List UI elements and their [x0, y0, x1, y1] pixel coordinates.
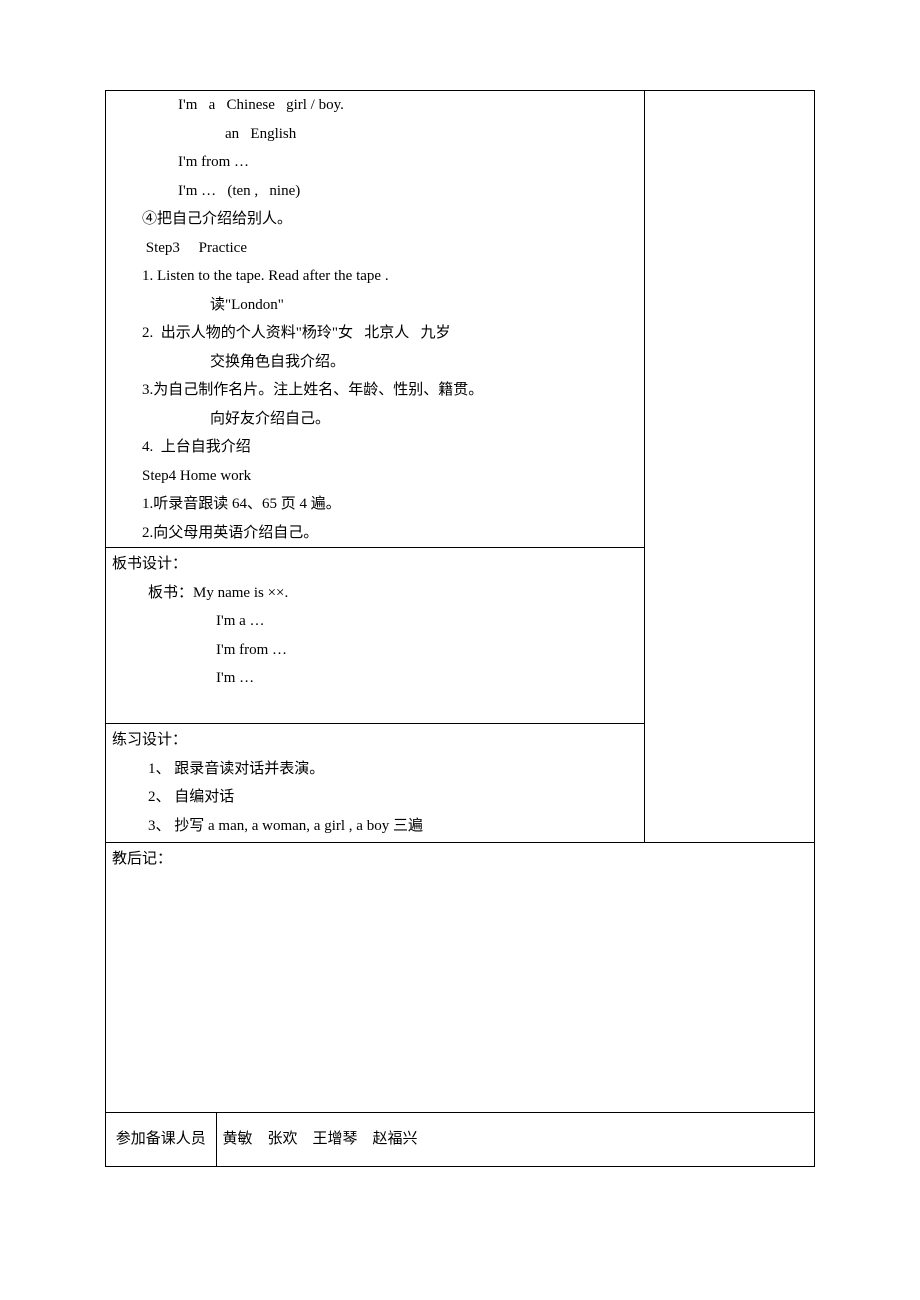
content-line: Step4 Home work: [106, 462, 644, 491]
section-title: 练习设计：: [112, 726, 638, 755]
board-design-cell: 板书设计： 板书：My name is ××. I'm a … I'm from…: [106, 548, 645, 724]
content-line: I'm a …: [112, 607, 638, 636]
content-line: I'm a Chinese girl / boy.: [106, 91, 644, 120]
side-notes-cell: [644, 91, 814, 843]
content-line: 3.为自己制作名片。注上姓名、年龄、性别、籍贯。: [106, 376, 644, 405]
content-line: 交换角色自我介绍。: [106, 348, 644, 377]
content-line: 1、 跟录音读对话并表演。: [112, 755, 638, 784]
content-line: 向好友介绍自己。: [106, 405, 644, 434]
content-line: an English: [106, 120, 644, 149]
content-line: 读"London": [106, 291, 644, 320]
content-line: 1.听录音跟读 64、65 页 4 遍。: [106, 490, 644, 519]
content-line: 3、 抄写 a man, a woman, a girl , a boy 三遍: [112, 812, 638, 841]
content-line: 4. 上台自我介绍: [106, 433, 644, 462]
main-content-row: I'm a Chinese girl / boy. an English I'm…: [106, 91, 815, 548]
content-line: I'm from …: [112, 636, 638, 665]
postscript-cell: 教后记：: [106, 843, 815, 1113]
content-line: I'm … (ten , nine): [106, 177, 644, 206]
main-content-cell: I'm a Chinese girl / boy. an English I'm…: [106, 91, 645, 548]
section-title: 教后记：: [112, 845, 808, 874]
exercise-design-cell: 练习设计： 1、 跟录音读对话并表演。 2、 自编对话 3、 抄写 a man,…: [106, 724, 645, 843]
participants-names-text: 黄敏 张欢 王增琴 赵福兴: [223, 1131, 418, 1147]
lesson-plan-table: I'm a Chinese girl / boy. an English I'm…: [105, 90, 815, 1167]
content-line: ④把自己介绍给别人。: [106, 205, 644, 234]
participants-cell: 参加备课人员 黄敏 张欢 王增琴 赵福兴: [106, 1113, 815, 1167]
participants-label: 参加备课人员: [106, 1113, 216, 1166]
content-line: [112, 693, 638, 722]
participants-names: 黄敏 张欢 王增琴 赵福兴: [216, 1113, 814, 1166]
content-line: 2.向父母用英语介绍自己。: [106, 519, 644, 548]
participants-row: 参加备课人员 黄敏 张欢 王增琴 赵福兴: [106, 1113, 815, 1167]
participants-inner-table: 参加备课人员 黄敏 张欢 王增琴 赵福兴: [106, 1113, 814, 1166]
content-line: 2、 自编对话: [112, 783, 638, 812]
content-line: I'm from …: [106, 148, 644, 177]
content-line: I'm …: [112, 664, 638, 693]
postscript-row: 教后记：: [106, 843, 815, 1113]
content-line: 板书：My name is ××.: [112, 579, 638, 608]
content-line: 1. Listen to the tape. Read after the ta…: [106, 262, 644, 291]
section-title: 板书设计：: [112, 550, 638, 579]
content-line: 2. 出示人物的个人资料"杨玲"女 北京人 九岁: [106, 319, 644, 348]
content-line: Step3 Practice: [106, 234, 644, 263]
